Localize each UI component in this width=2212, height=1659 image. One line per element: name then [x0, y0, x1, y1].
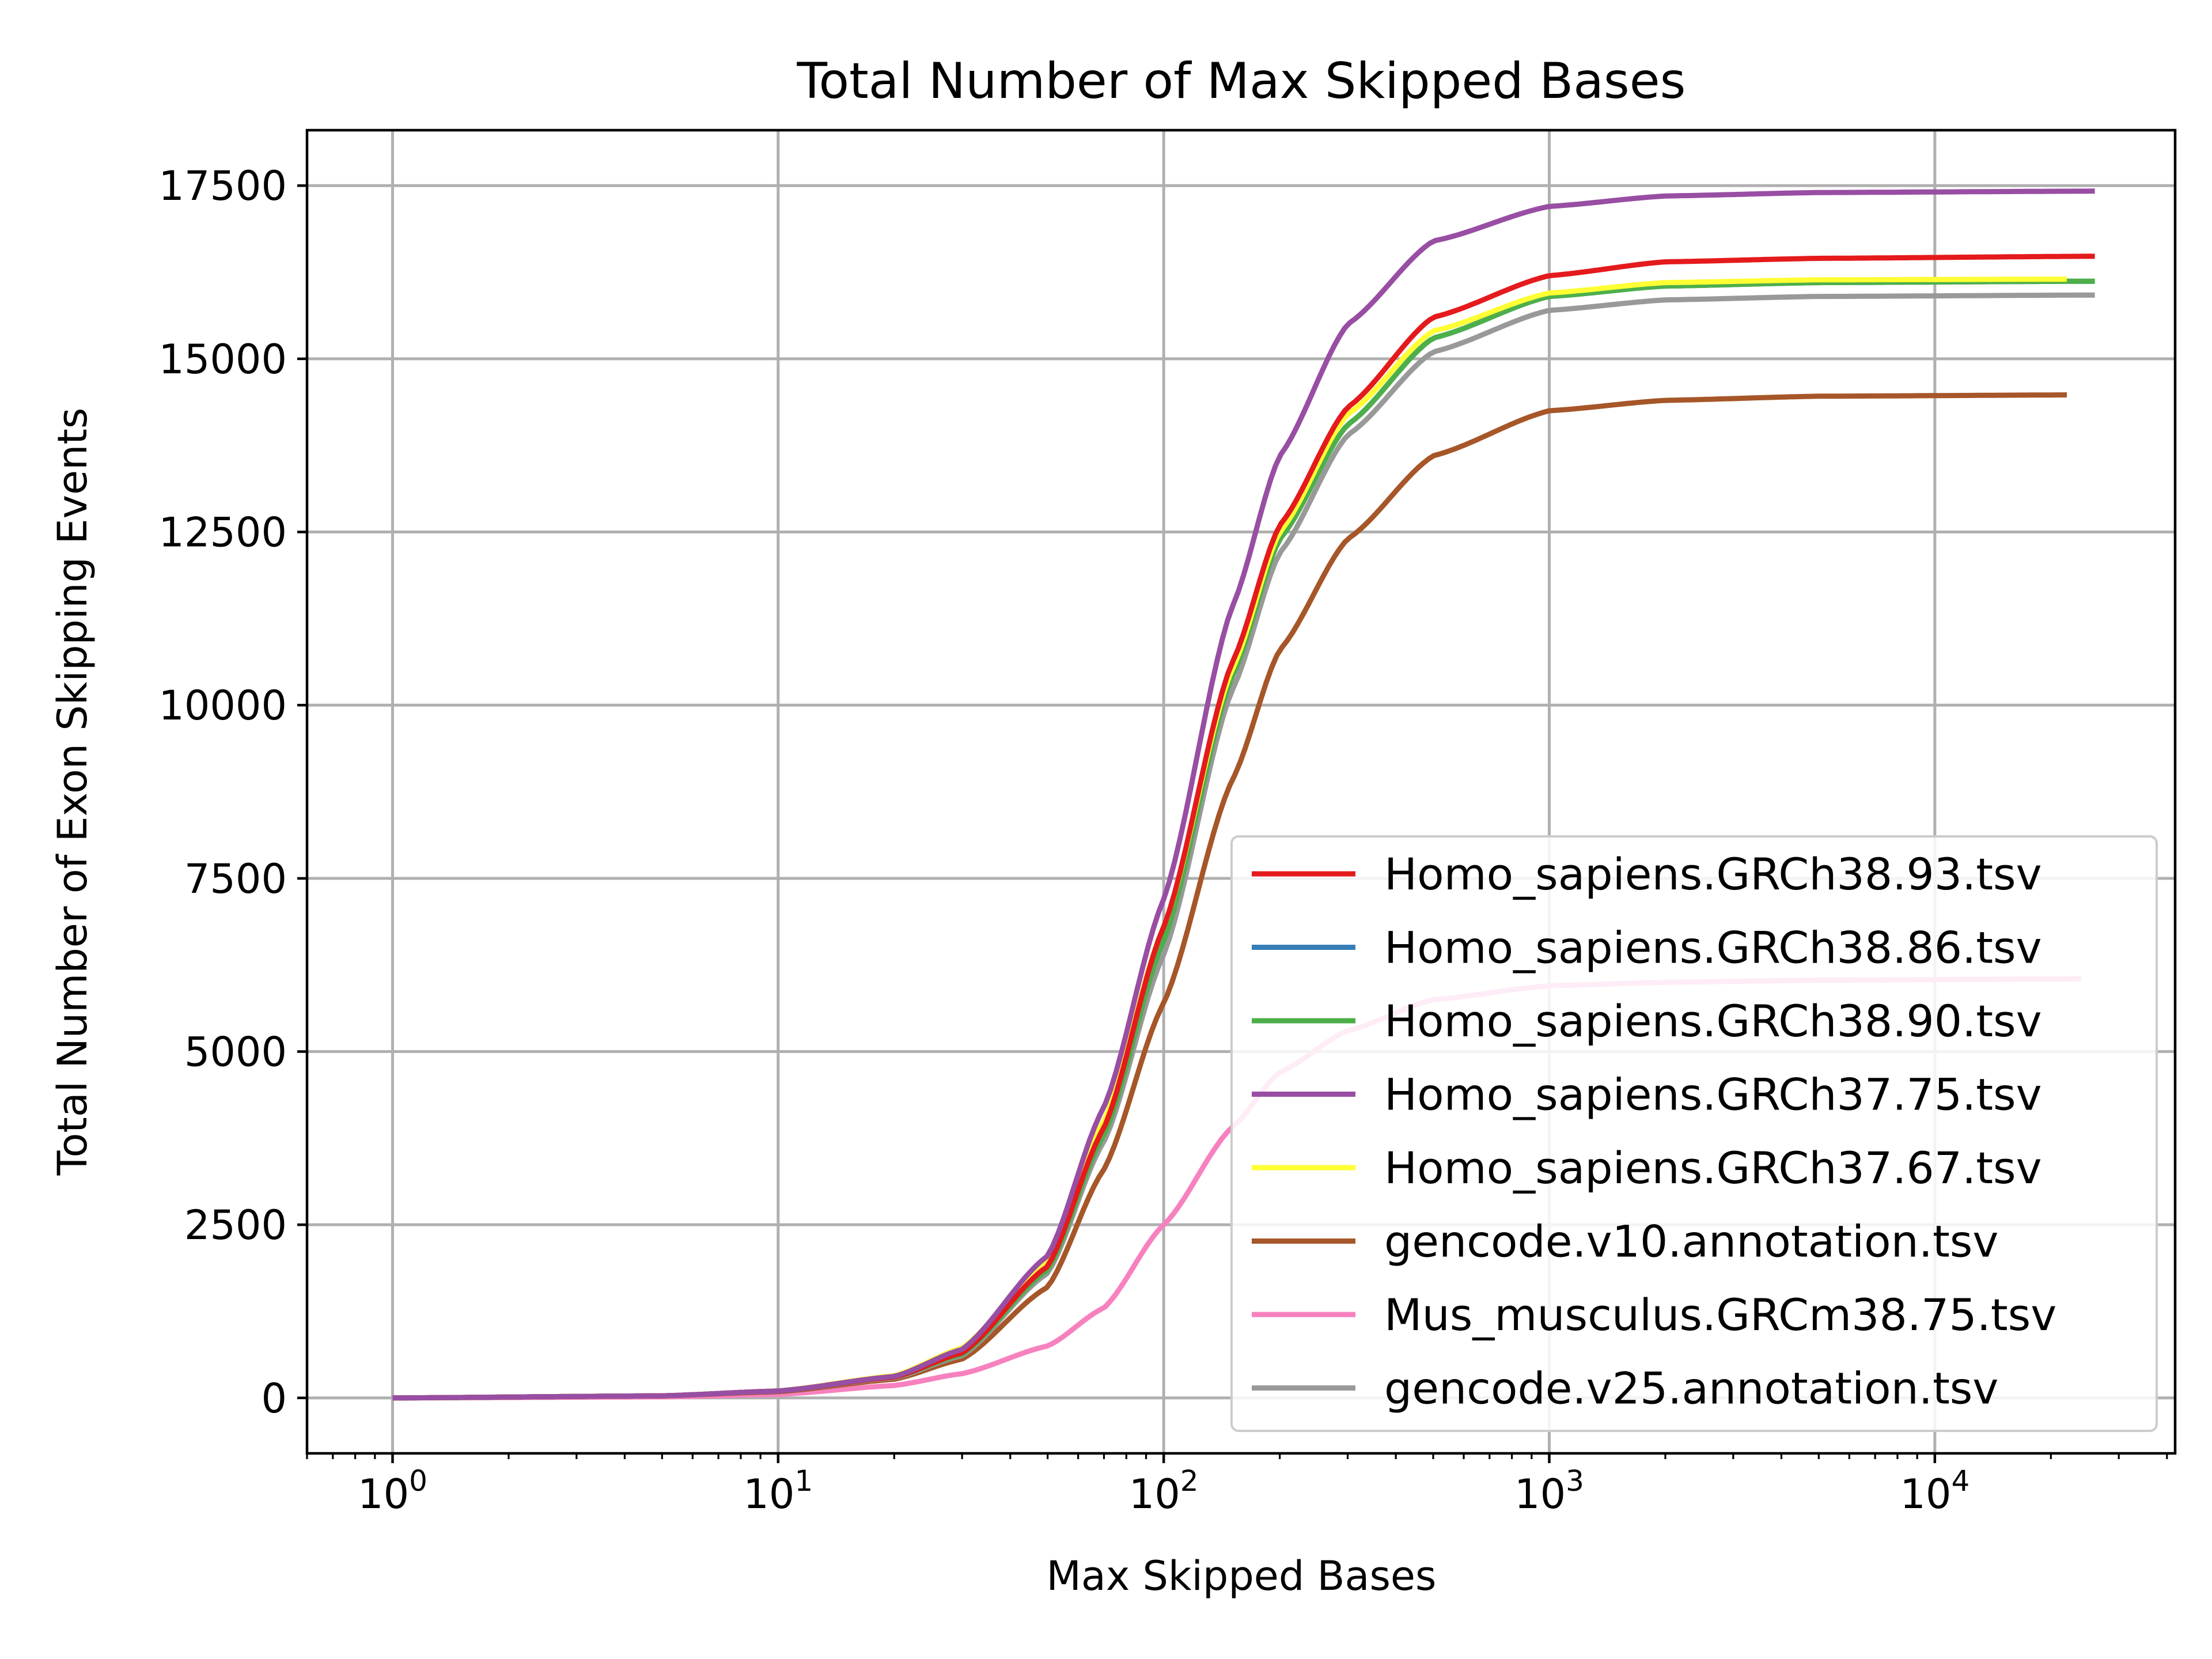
legend: Homo_sapiens.GRCh38.93.tsv Homo_sapiens.G…: [1230, 835, 2158, 1432]
y-axis-label: Total Number of Exon Skipping Events: [49, 408, 96, 1176]
legend-label: Homo_sapiens.GRCh38.93.tsv: [1384, 849, 2042, 900]
grid-lines: [307, 130, 2175, 1453]
y-tick-label: 7500: [184, 855, 287, 903]
axis-ticks: 100 101 102 103 104 0 2500 5000 7500 10000 12500 15…: [158, 162, 2168, 1518]
legend-label: gencode.v10.annotation.tsv: [1384, 1216, 1998, 1267]
legend-label: gencode.v25.annotation.tsv: [1384, 1363, 1998, 1414]
chart-title: Total Number of Max Skipped Bases: [797, 52, 1686, 110]
y-tick-label: 10000: [158, 682, 287, 729]
legend-label: Homo_sapiens.GRCh37.75.tsv: [1384, 1069, 2042, 1120]
x-axis-label: Max Skipped Bases: [1047, 1552, 1437, 1600]
legend-label: Homo_sapiens.GRCh37.67.tsv: [1384, 1142, 2042, 1194]
y-tick-label: 12500: [158, 509, 287, 556]
x-tick-label: 104: [1900, 1464, 1969, 1518]
y-tick-label: 2500: [184, 1202, 287, 1249]
legend-box: [1230, 835, 2158, 1432]
x-tick-label: 100: [358, 1464, 427, 1518]
legend-label: Homo_sapiens.GRCh38.90.tsv: [1384, 995, 2042, 1047]
series-line: [392, 188, 2095, 1401]
y-tick-label: 17500: [158, 162, 287, 210]
y-tick-label: 0: [261, 1375, 287, 1422]
legend-label: Mus_musculus.GRCm38.75.tsv: [1384, 1289, 2056, 1340]
legend-label: Homo_sapiens.GRCh38.86.tsv: [1384, 922, 2042, 974]
y-tick-label: 15000: [158, 336, 287, 383]
y-tick-label: 5000: [184, 1028, 287, 1075]
plot-area-frame: [305, 128, 2177, 1455]
x-tick-label: 102: [1129, 1464, 1199, 1518]
x-tick-label: 103: [1514, 1464, 1584, 1518]
x-tick-label: 101: [743, 1464, 813, 1518]
